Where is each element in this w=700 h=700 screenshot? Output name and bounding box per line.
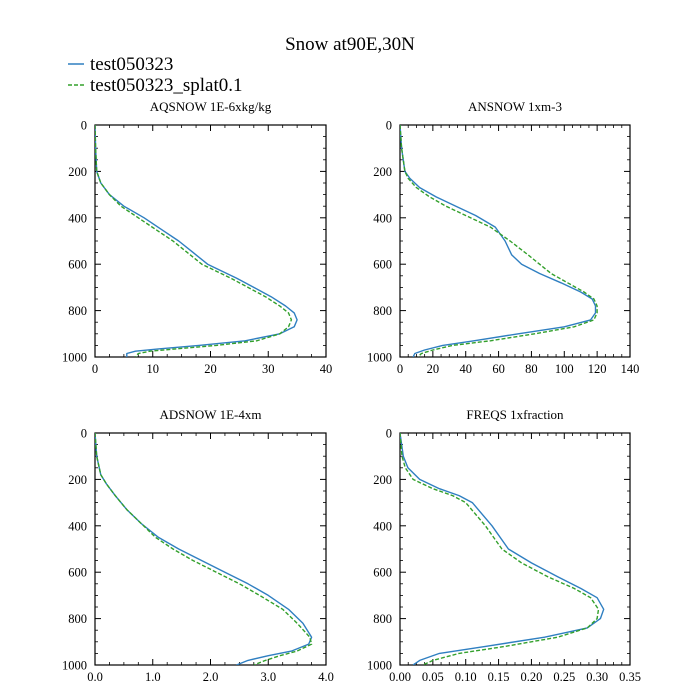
y-tick-label: 1000 [62,351,87,365]
y-tick-label: 200 [68,165,87,179]
plot-frame [94,432,327,666]
x-tick-label: 80 [525,362,538,376]
y-tick-label: 0 [81,427,87,441]
y-tick-label: 200 [373,473,392,487]
legend: test050323 test050323_splat0.1 [68,54,243,96]
y-tick-label: 800 [68,304,87,318]
y-tick-label: 600 [68,258,87,272]
series-line-0 [95,125,298,357]
x-tick-label: 0.05 [422,670,444,684]
series-line-0 [400,125,597,357]
panel-title: FREQS 1xfraction [466,407,564,422]
y-tick-label: 0 [386,119,392,133]
legend-label-1: test050323_splat0.1 [90,75,243,96]
series-line-0 [400,433,605,665]
x-tick-label: 0.15 [488,670,510,684]
x-tick-label: 0.30 [586,670,608,684]
y-tick-label: 200 [373,165,392,179]
y-tick-label: 0 [81,119,87,133]
panel-freqs: FREQS 1xfraction 0.00 0.05 0.10 0.15 0.20 0.25… [367,407,641,684]
y-tick-label: 0 [386,427,392,441]
y-tick-label: 400 [68,519,87,533]
x-tick-label: 10 [147,362,160,376]
panel-title: AQSNOW 1E-6xkg/kg [150,99,272,114]
y-tick-label: 200 [68,473,87,487]
x-tick-label: 1.0 [145,670,161,684]
series-line-1 [400,433,600,665]
x-tick-label: 20 [204,362,217,376]
x-tick-label: 40 [459,362,472,376]
panel-title: ADSNOW 1E-4xm [160,407,262,422]
series-line-1 [95,125,293,357]
plot-frame [399,432,631,666]
y-tick-label: 1000 [367,659,392,673]
x-tick-label: 140 [621,362,640,376]
y-tick-label: 600 [68,566,87,580]
series-line-1 [95,433,313,665]
x-tick-label: 120 [588,362,607,376]
x-tick-label: 0.35 [619,670,641,684]
x-tick-label: 40 [320,362,333,376]
y-tick-label: 400 [373,519,392,533]
y-tick-label: 1000 [62,659,87,673]
main-title: Snow at90E,30N [285,34,415,55]
legend-label-0: test050323 [90,54,173,75]
plot-frame [399,124,631,358]
y-tick-label: 800 [373,304,392,318]
x-tick-label: 30 [262,362,275,376]
plot-frame [94,124,327,358]
x-tick-label: 20 [427,362,440,376]
x-tick-label: 60 [492,362,505,376]
x-tick-label: 0.20 [520,670,542,684]
y-tick-label: 400 [68,211,87,225]
panel-ansnow: ANSNOW 1xm-3 0 20 40 60 80 100 120 140 0 200 400 600… [367,99,639,376]
y-tick-label: 800 [68,612,87,626]
x-tick-label: 2.0 [203,670,219,684]
x-tick-label: 3.0 [260,670,276,684]
y-tick-label: 1000 [367,351,392,365]
x-tick-label: 4.0 [318,670,334,684]
panel-title: ANSNOW 1xm-3 [468,99,562,114]
x-tick-label: 0.25 [553,670,575,684]
x-tick-label: 0 [92,362,98,376]
y-tick-label: 600 [373,258,392,272]
x-tick-label: 0 [397,362,403,376]
panel-aqsnow: AQSNOW 1E-6xkg/kg0 10 20 30 4002004006008001… [62,99,332,376]
x-tick-label: 0.10 [455,670,477,684]
y-tick-label: 400 [373,211,392,225]
x-tick-label: 0.0 [87,670,103,684]
x-tick-label: 100 [555,362,574,376]
panel-adsnow: ADSNOW 1E-4xm 0.0 1.0 2.0 3.0 4.0 0 200 400 600 80… [62,407,334,684]
series-line-1 [400,125,598,357]
y-tick-label: 600 [373,566,392,580]
y-tick-label: 800 [373,612,392,626]
x-tick-label: 0.00 [389,670,411,684]
series-line-0 [95,433,313,665]
